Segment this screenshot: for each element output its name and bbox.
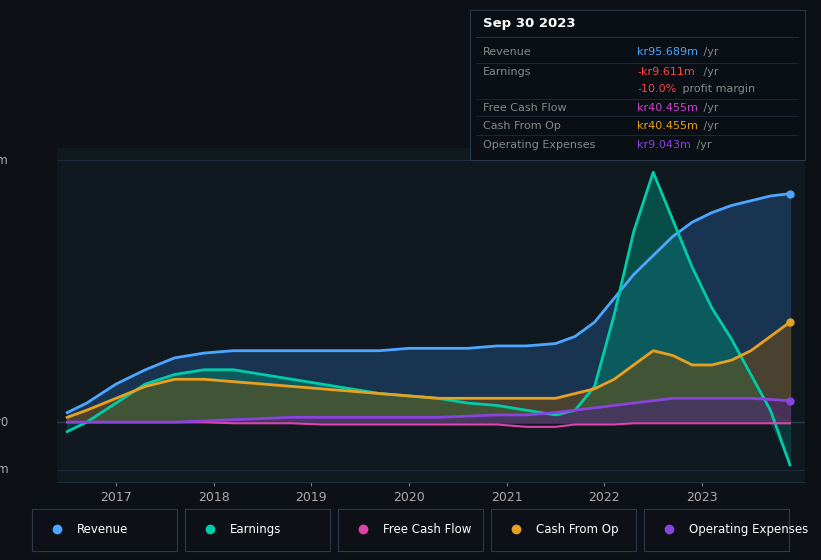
Text: Revenue: Revenue (483, 47, 532, 57)
Text: Free Cash Flow: Free Cash Flow (483, 102, 566, 113)
Text: Free Cash Flow: Free Cash Flow (383, 522, 471, 536)
Text: -kr20m: -kr20m (0, 463, 9, 476)
Text: kr95.689m: kr95.689m (637, 47, 698, 57)
Text: kr40.455m: kr40.455m (637, 102, 698, 113)
Text: Cash From Op: Cash From Op (535, 522, 618, 536)
Text: /yr: /yr (694, 140, 712, 150)
Text: Sep 30 2023: Sep 30 2023 (483, 17, 576, 30)
Text: Operating Expenses: Operating Expenses (689, 522, 808, 536)
Text: /yr: /yr (700, 67, 719, 77)
Text: kr110m: kr110m (0, 154, 9, 167)
Text: Revenue: Revenue (76, 522, 128, 536)
Text: Cash From Op: Cash From Op (483, 122, 561, 132)
Text: profit margin: profit margin (679, 84, 755, 94)
Text: kr40.455m: kr40.455m (637, 122, 698, 132)
Text: /yr: /yr (700, 102, 719, 113)
Text: Earnings: Earnings (230, 522, 281, 536)
Text: Earnings: Earnings (483, 67, 531, 77)
Text: -10.0%: -10.0% (637, 84, 677, 94)
Text: -kr9.611m: -kr9.611m (637, 67, 695, 77)
Text: kr9.043m: kr9.043m (637, 140, 691, 150)
Text: kr0: kr0 (0, 416, 9, 428)
Text: Operating Expenses: Operating Expenses (483, 140, 595, 150)
Text: /yr: /yr (700, 122, 719, 132)
Text: /yr: /yr (700, 47, 719, 57)
